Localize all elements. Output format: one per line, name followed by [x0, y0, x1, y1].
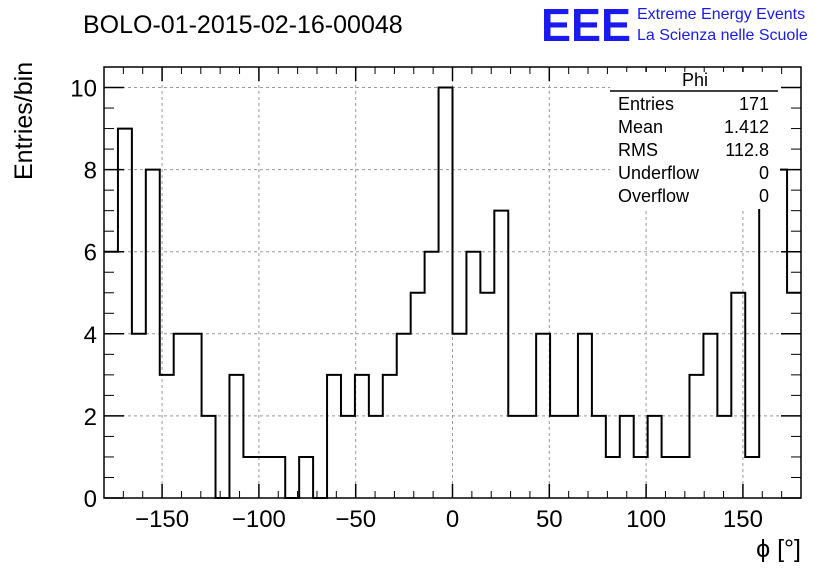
histogram-bin: [717, 416, 731, 498]
histogram-bin: [118, 129, 132, 498]
histogram-bin: [620, 416, 634, 498]
logo-line-2: La Scienza nelle Scuole: [637, 27, 808, 44]
histogram-bin: [480, 293, 494, 498]
stats-row-value: 112.8: [725, 140, 769, 160]
y-tick-label: 4: [84, 322, 97, 349]
histogram-bin: [229, 375, 243, 498]
stats-box: Phi Entries 171 Mean 1.412 RMS 112.8 Und…: [610, 70, 780, 209]
y-tick-label: 2: [84, 404, 97, 431]
logo-line-1: Extreme Energy Events: [637, 6, 805, 23]
histogram-bin: [592, 416, 606, 498]
stats-row-value: 0: [759, 186, 769, 206]
stats-row-value: 1.412: [724, 117, 769, 137]
x-tick-label: 150: [723, 506, 763, 533]
histogram-bin: [606, 457, 620, 498]
x-tick-label: 50: [536, 506, 563, 533]
histogram-bin: [425, 252, 439, 498]
histogram-bin: [648, 416, 662, 498]
run-title: BOLO-01-2015-02-16-00048: [83, 11, 403, 39]
axis-ticks: [104, 67, 801, 499]
y-axis-label: Entries/bin: [10, 62, 38, 180]
histogram-bin: [508, 416, 522, 498]
y-tick-label: 6: [84, 240, 97, 267]
histogram-bin: [383, 375, 397, 498]
stats-row-value: 171: [739, 94, 769, 114]
y-tick-label: 0: [84, 486, 97, 513]
x-tick-label: −50: [335, 506, 376, 533]
x-axis-label: ϕ [°]: [756, 535, 801, 563]
histogram-bin: [174, 334, 188, 498]
stats-row-value: 0: [759, 163, 769, 183]
histogram-bin: [132, 334, 146, 498]
histogram-bin: [689, 375, 703, 498]
y-tick-label: 8: [84, 158, 97, 185]
histogram-bin: [355, 375, 369, 498]
histogram-bin: [662, 457, 676, 498]
histogram-bin: [731, 293, 745, 498]
y-tick-label: 10: [70, 76, 97, 103]
histogram-bin: [522, 416, 536, 498]
histogram-bin: [202, 416, 216, 498]
stats-row-label: Overflow: [618, 186, 690, 206]
x-tick-label: −100: [232, 506, 286, 533]
histogram-bin: [411, 293, 425, 498]
histogram-bin: [676, 457, 690, 498]
stats-title: Phi: [682, 70, 708, 90]
stats-row-label: Entries: [618, 94, 674, 114]
x-tick-label: 0: [446, 506, 459, 533]
histogram-bin: [369, 416, 383, 498]
histogram-bin: [327, 375, 341, 498]
stats-row-label: Mean: [618, 117, 663, 137]
histogram-bin: [466, 252, 480, 498]
histogram-bin: [550, 416, 564, 498]
x-tick-label: −150: [135, 506, 189, 533]
histogram-bin: [341, 416, 355, 498]
stats-row-label: RMS: [618, 140, 658, 160]
histogram-bin: [243, 457, 257, 498]
histogram-bin: [439, 88, 453, 498]
y-tick-labels: 0 2 4 6 8 10: [70, 76, 97, 513]
x-tick-labels: −150 −100 −50 0 50 100 150: [135, 506, 763, 533]
eee-logo: EEE: [541, 0, 631, 51]
x-tick-label: 100: [626, 506, 666, 533]
histogram-bin: [494, 211, 508, 498]
histogram-bin: [564, 416, 578, 498]
histogram-bin: [745, 457, 759, 498]
histogram-bin: [299, 457, 313, 498]
stats-row-label: Underflow: [618, 163, 700, 183]
